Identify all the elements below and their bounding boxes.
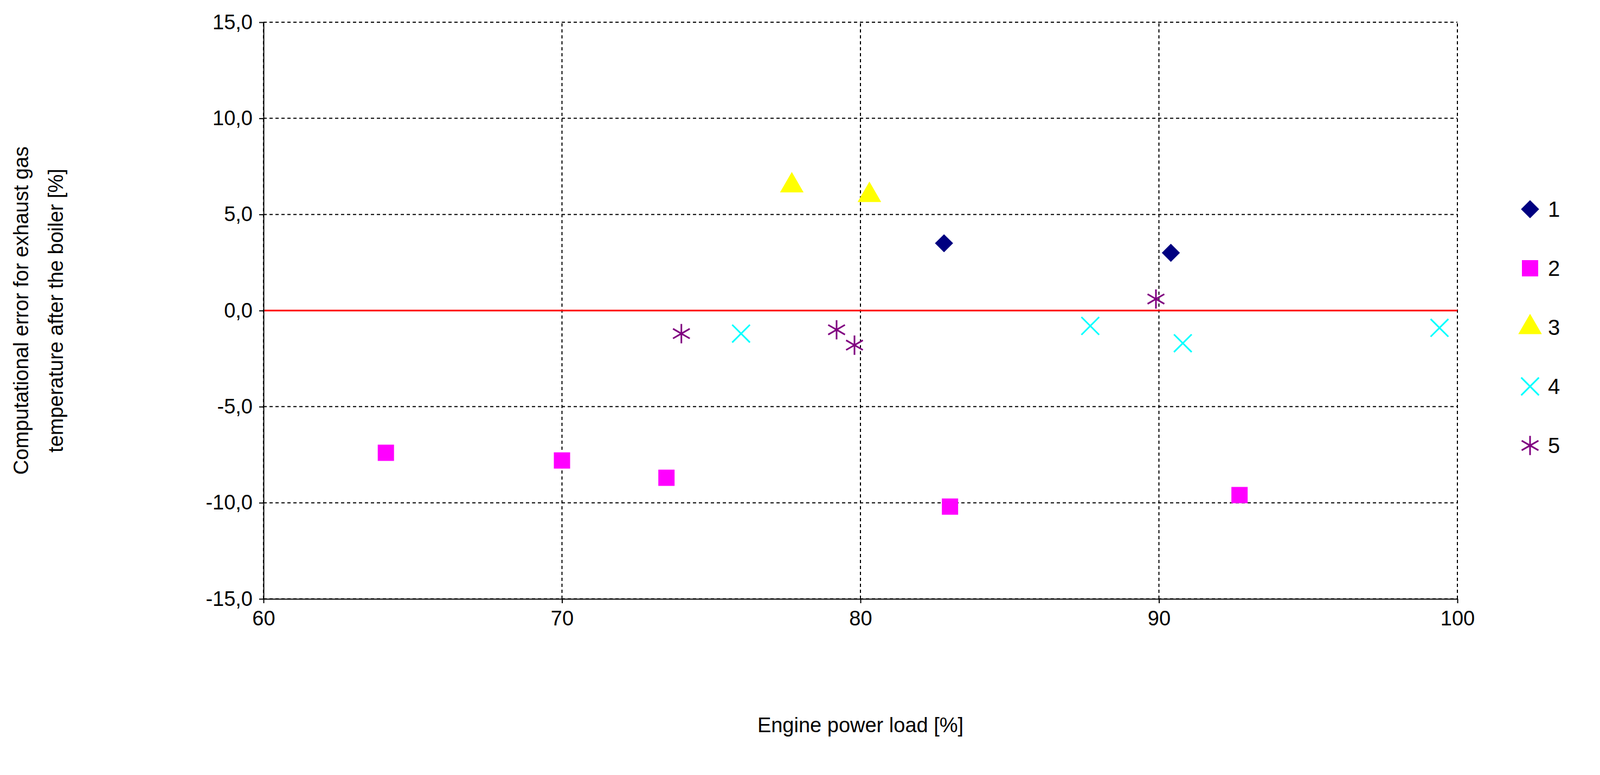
series (672, 289, 1165, 356)
point (846, 335, 864, 356)
x-tick: 60 (252, 599, 275, 631)
series (731, 317, 1449, 353)
y-tick-label: -15,0 (205, 587, 253, 611)
legend-label: 1 (1547, 197, 1560, 222)
x-tick-mark (1158, 599, 1160, 604)
y-tick-mark (259, 406, 264, 408)
x-tick: 70 (550, 599, 574, 631)
x-tick-mark (561, 599, 563, 604)
y-tick-label: 0,0 (223, 299, 253, 323)
legend: 1 2 3 4 5 (1518, 197, 1560, 458)
point (934, 234, 953, 253)
grid-line (263, 21, 1458, 23)
grid-line (263, 214, 1458, 216)
point (1173, 334, 1192, 353)
y-tick-mark (259, 599, 264, 601)
x-tick-label: 80 (849, 607, 872, 631)
point (941, 498, 959, 516)
grid (263, 22, 1458, 600)
y-tick: 10,0 (212, 106, 264, 130)
legend-marker (1521, 260, 1539, 277)
point (1231, 486, 1248, 504)
x-tick-mark (860, 599, 862, 604)
legend-label: 3 (1547, 315, 1560, 340)
zero-line (263, 310, 1458, 312)
x-tick-label: 100 (1440, 607, 1475, 631)
point (780, 171, 805, 193)
legend-item: 1 (1520, 197, 1560, 222)
grid-line (263, 117, 1458, 119)
x-tick-label: 60 (252, 607, 275, 631)
y-tick-mark (259, 214, 264, 216)
point (377, 444, 395, 461)
point (1430, 319, 1449, 338)
legend-label: 4 (1547, 374, 1560, 399)
plot-area (377, 171, 1449, 515)
legend-marker (1518, 313, 1542, 335)
x-axis-title: Engine power load [%] (757, 714, 964, 737)
x-axis: 60 70 80 90 100 (252, 599, 1475, 631)
y-tick-label: 15,0 (212, 10, 253, 34)
series (934, 234, 1180, 262)
y-axis: 15,0 10,0 5,0 0,0 -5,0 -10,0 -15,0 (205, 10, 264, 611)
point (857, 181, 882, 203)
point (828, 320, 846, 340)
y-tick: 5,0 (223, 202, 264, 226)
y-tick: -10,0 (205, 491, 264, 514)
grid-line (263, 502, 1458, 504)
series (780, 171, 882, 202)
y-tick: 0,0 (223, 299, 264, 323)
legend-label: 2 (1547, 256, 1560, 281)
grid-line (263, 406, 1458, 408)
x-tick-mark (1457, 599, 1459, 604)
y-tick: 15,0 (212, 10, 264, 34)
y-axis-title: Computational error for exhaust gas (9, 146, 33, 475)
legend-item: 4 (1521, 374, 1561, 399)
y-tick-mark (259, 118, 264, 120)
y-tick: -15,0 (205, 587, 264, 611)
y-tick-label: 10,0 (212, 106, 253, 130)
point (554, 452, 571, 469)
legend-item: 2 (1521, 256, 1560, 281)
x-tick-label: 70 (550, 607, 574, 631)
point (672, 324, 690, 344)
y-tick-mark (259, 310, 264, 312)
y-tick-mark (259, 502, 264, 504)
y-tick-label: 5,0 (223, 202, 253, 226)
chart: 60 70 80 90 100 15,0 10,0 5,0 0,0 -5,0 -10,0 -15,0 E… (0, 0, 1600, 775)
legend-marker (1520, 200, 1539, 218)
point (658, 470, 675, 487)
series (377, 444, 1248, 515)
y-tick-label: -10,0 (205, 491, 253, 514)
x-tick: 100 (1440, 599, 1475, 631)
x-tick-label: 90 (1147, 607, 1171, 631)
point (1147, 289, 1165, 310)
point (1081, 317, 1100, 336)
point (1161, 243, 1180, 262)
legend-item: 3 (1518, 313, 1560, 340)
y-axis-title: temperature after the boiler [%] (44, 168, 68, 453)
point (731, 324, 750, 343)
legend-marker (1521, 377, 1540, 396)
legend-label: 5 (1547, 433, 1560, 458)
x-tick: 90 (1147, 599, 1171, 631)
legend-marker (1521, 435, 1539, 456)
legend-item: 5 (1521, 433, 1561, 458)
y-tick: -5,0 (217, 395, 264, 419)
x-tick: 80 (849, 599, 872, 631)
y-tick-label: -5,0 (217, 395, 253, 419)
y-tick-mark (259, 22, 264, 24)
